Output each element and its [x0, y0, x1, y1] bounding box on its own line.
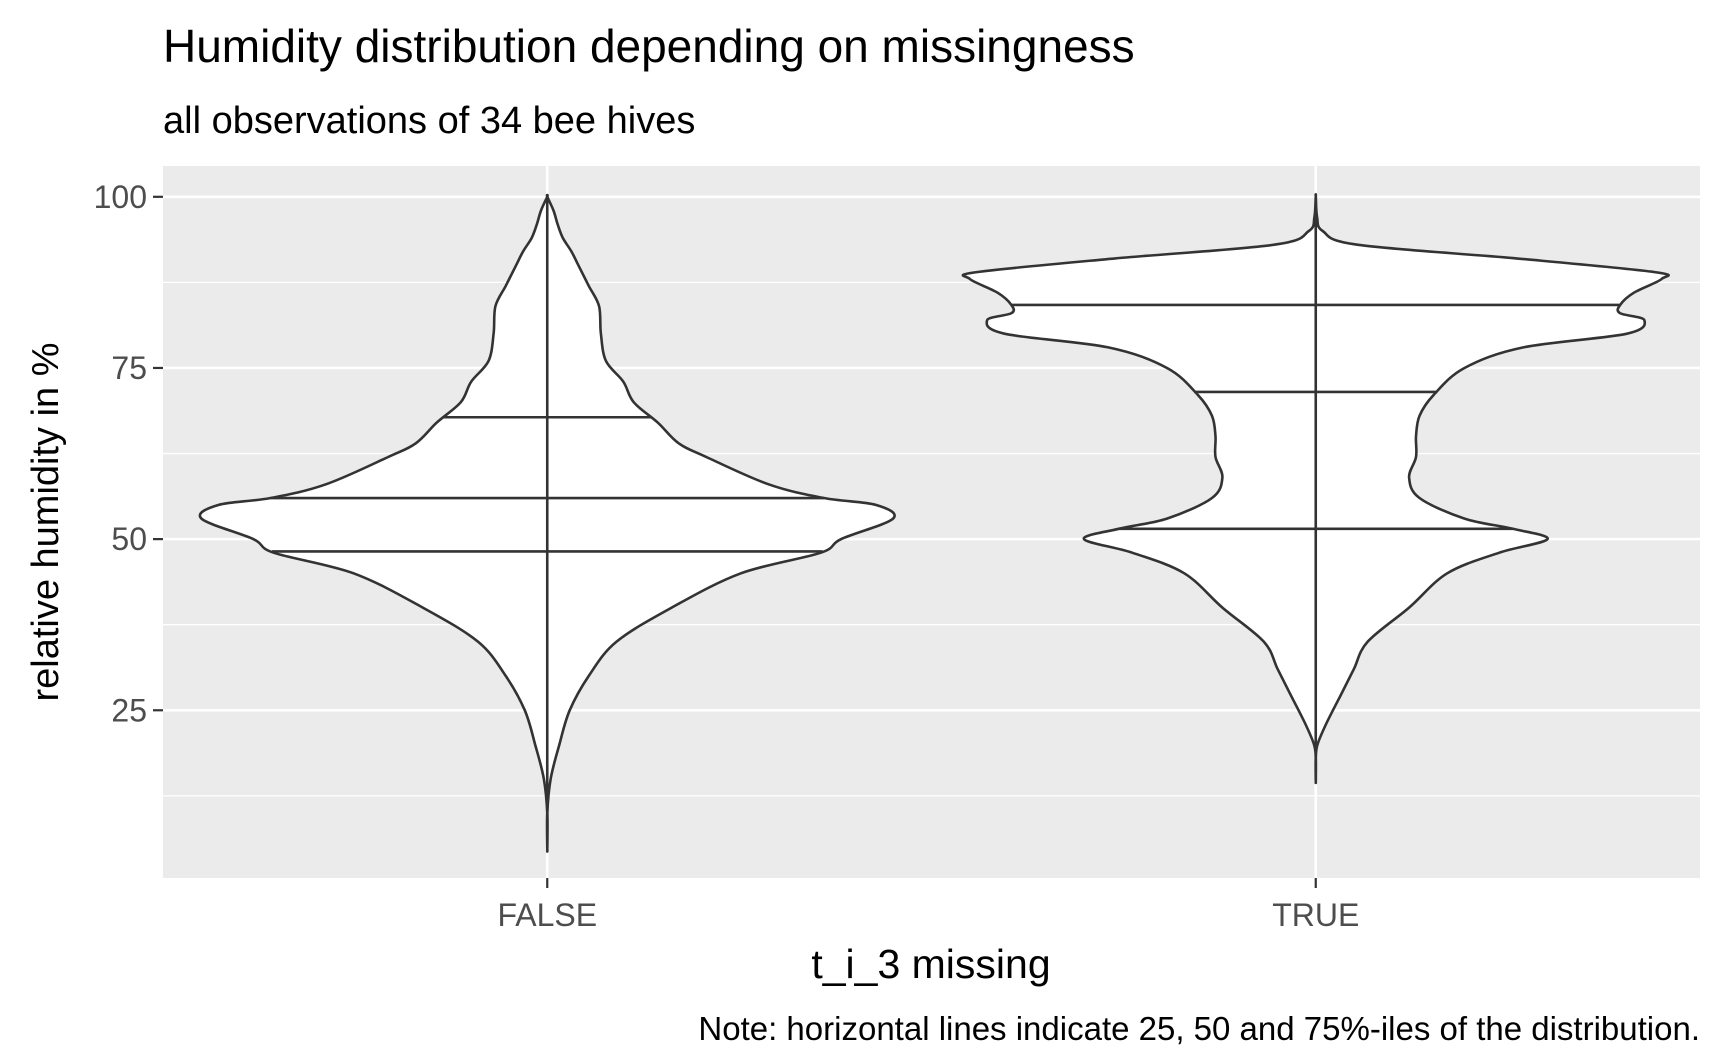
y-tick-label: 25 — [111, 692, 147, 728]
chart-title: Humidity distribution depending on missi… — [163, 20, 1135, 72]
violins — [198, 192, 1670, 853]
chart-subtitle: all observations of 34 bee hives — [163, 100, 695, 142]
y-tick-label: 75 — [111, 350, 147, 386]
chart-caption: Note: horizontal lines indicate 25, 50 a… — [698, 1010, 1700, 1047]
x-axis-label: t_i_3 missing — [811, 941, 1050, 987]
y-tick-label: 50 — [111, 521, 147, 557]
axes: 25 50 75 100 FALSE TRUE — [94, 179, 1360, 933]
y-axis-label: relative humidity in % — [25, 342, 67, 701]
x-tick-label: FALSE — [497, 897, 597, 933]
x-tick-label: TRUE — [1272, 897, 1359, 933]
y-tick-label: 100 — [94, 179, 147, 215]
